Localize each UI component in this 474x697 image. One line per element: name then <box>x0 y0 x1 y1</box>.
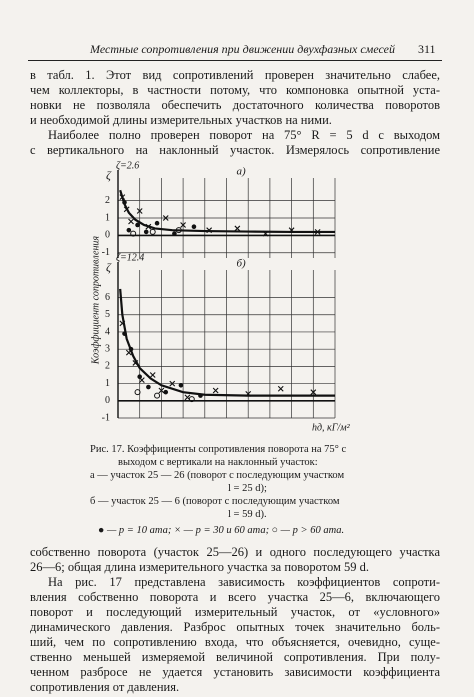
header-rule <box>28 60 442 61</box>
point-circle <box>130 230 137 237</box>
point-circle <box>175 227 182 234</box>
y-tick-label: 2 <box>105 361 110 372</box>
y-tick-label: 2 <box>105 195 110 206</box>
point-cross <box>149 372 156 378</box>
point-cross <box>119 320 126 327</box>
point-cross <box>136 208 143 214</box>
text-line: поворот и последующий измерительный учас… <box>30 605 440 619</box>
point-cross <box>212 387 219 394</box>
y-tick-label: -1 <box>102 247 110 258</box>
text-line: вления собственно поворота и всего участ… <box>30 590 440 604</box>
point-cross <box>180 222 186 228</box>
x-axis-title: hд, кГ/м² <box>312 422 351 433</box>
text-line: с вертикального на наклонный участок. Из… <box>30 143 440 157</box>
point-cross <box>310 389 317 396</box>
y-tick-label: 0 <box>105 395 110 406</box>
caption-line: l = 59 d). <box>228 509 267 520</box>
point-cross <box>314 229 321 235</box>
caption-legend: ● — p = 10 ата; × — p = 30 и 60 ата; ○ —… <box>98 525 345 536</box>
point-cross <box>128 218 134 225</box>
point-cross <box>162 215 169 221</box>
point-dot <box>154 220 160 226</box>
fit-curve <box>119 288 335 397</box>
point-cross <box>169 380 176 387</box>
point-dot <box>198 393 203 398</box>
point-dot <box>137 374 142 379</box>
point-cross <box>206 227 213 234</box>
y-tick-label: 0 <box>105 230 110 241</box>
panel-label: а) <box>237 166 247 178</box>
point-circle <box>149 228 156 235</box>
panel-label: б) <box>237 258 247 270</box>
y-tick-label: 6 <box>105 292 110 303</box>
text-line: динамического давления. Разброс опытных … <box>30 620 440 634</box>
point-cross <box>158 387 165 394</box>
text-line: и необходимой длины измерительных участк… <box>30 113 332 127</box>
y-tick-label: 4 <box>105 326 110 337</box>
caption-line: Рис. 17. Коэффициенты сопротивления пово… <box>90 444 347 455</box>
running-title: Местные сопротивления при движении двухф… <box>90 42 395 56</box>
text-line: сопротивления от давления. <box>30 680 180 694</box>
text-line: чем коллекторы, в частности потому, что … <box>30 83 440 97</box>
text-line: 26—6; общая длина измерительного участка… <box>30 560 370 574</box>
point-cross <box>123 206 130 213</box>
y-tick-label: 3 <box>105 343 110 354</box>
y-tick-label: 1 <box>105 212 110 223</box>
point-circle <box>188 396 195 403</box>
point-dot <box>163 389 169 395</box>
point-dot <box>172 231 177 236</box>
y-tick-label: -1 <box>102 412 110 423</box>
text-line: ственно меньшей измеряемой величиной соп… <box>30 650 440 664</box>
point-cross <box>277 385 284 392</box>
caption-line: а — участок 25 — 26 (поворот с последующ… <box>90 470 345 481</box>
y-tick-label: 5 <box>105 309 110 320</box>
y-symbol: ζ <box>106 168 112 182</box>
y-tick-label: 1 <box>105 378 110 389</box>
y-axis-title: Коэффициент сопротивления <box>90 236 101 365</box>
point-cross <box>234 225 241 232</box>
point-cross <box>145 223 152 230</box>
text-line: в табл. 1. Этот вид сопротивлений провер… <box>30 68 440 82</box>
point-circle <box>134 389 141 396</box>
point-cross <box>245 391 252 397</box>
point-dot <box>128 346 134 352</box>
page-number: 311 <box>418 42 436 56</box>
caption-line: б — участок 25 — 6 (поворот с последующи… <box>90 496 340 507</box>
point-dot <box>122 331 127 336</box>
fit-curve <box>119 189 335 234</box>
point-cross <box>262 230 269 237</box>
point-circle <box>154 392 161 399</box>
text-line: новки не позволяла обеспечить достаточно… <box>30 98 440 112</box>
point-dot <box>135 222 140 228</box>
point-dot <box>143 229 149 235</box>
point-cross <box>132 360 139 366</box>
point-dot <box>191 224 197 229</box>
caption-line: l = 25 d); <box>228 483 267 494</box>
y-symbol: ζ <box>106 260 112 274</box>
text-line: На рис. 17 представлена зависимость коэф… <box>48 575 440 589</box>
annotation: ζ=2.6 <box>116 160 139 171</box>
point-dot <box>122 200 127 205</box>
annotation: ζ=12.4 <box>116 252 144 263</box>
text-line: ший, чем по сопротивлению входа, что объ… <box>30 635 440 649</box>
text-line: собственно поворота (участок 25—26) и од… <box>30 545 440 559</box>
text-line: ченном разбросе не удается установить за… <box>30 665 440 679</box>
point-dot <box>146 384 151 390</box>
text-line: Наиболее полно проверен поворот на 75° R… <box>48 128 440 142</box>
point-cross <box>119 194 126 201</box>
caption-line: выходом с вертикали на наклонный участок… <box>118 457 318 468</box>
point-dot <box>178 383 184 388</box>
point-cross <box>288 227 295 234</box>
point-dot <box>126 227 132 233</box>
